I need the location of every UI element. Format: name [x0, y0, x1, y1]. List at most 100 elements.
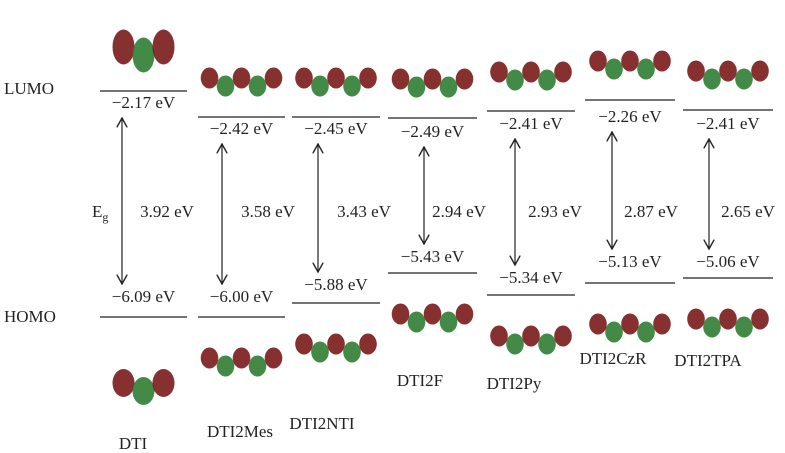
energy-diagram: LUMO HOMO Eg −2.17 eV −6.09 eV 3.92 eV DTI −… — [0, 0, 785, 453]
gap-energy: 2.93 eV — [528, 202, 583, 221]
orbital-lobe — [311, 342, 329, 363]
orbital-lobe — [133, 377, 155, 405]
orbital-lobe — [311, 76, 329, 97]
molecule-name: DTI2F — [397, 371, 443, 390]
gap-energy: 2.65 eV — [721, 202, 776, 221]
gap-energy: 3.43 eV — [337, 202, 392, 221]
orbital-lobe — [589, 51, 607, 72]
orbital-lobe — [265, 348, 283, 369]
orbital-lobe — [687, 61, 705, 82]
orbital-lobe — [735, 317, 753, 338]
orbital-lobe — [233, 348, 251, 369]
orbital-lobe — [653, 51, 671, 72]
lumo-energy: −2.45 eV — [304, 119, 368, 138]
molecule-name: DTI — [119, 434, 148, 453]
homo-energy: −6.09 eV — [112, 287, 176, 306]
homo-energy: −6.00 eV — [210, 287, 274, 306]
orbital-lobe — [751, 309, 769, 330]
orbital-lobe — [605, 59, 623, 80]
homo-energy: −5.06 eV — [696, 252, 760, 271]
orbital-lobe — [359, 334, 377, 355]
orbital-lobe — [408, 77, 426, 98]
gap-energy: 3.92 eV — [140, 202, 195, 221]
gap-energy: 2.94 eV — [432, 202, 487, 221]
orbital-lobe — [113, 369, 135, 397]
orbital-lobe — [490, 62, 508, 83]
orbital-lobe — [392, 69, 410, 90]
molecule-name: DTI2CzR — [579, 349, 647, 368]
homo-energy: −5.34 eV — [499, 268, 563, 287]
orbital-lobe — [703, 317, 721, 338]
orbital-lobe — [538, 334, 556, 355]
lumo-energy: −2.26 eV — [598, 107, 662, 126]
orbital-lobe — [424, 69, 442, 90]
gap-energy: 3.58 eV — [241, 202, 296, 221]
orbital-lobe — [440, 312, 458, 333]
orbital-lobe — [621, 51, 639, 72]
orbital-lobe — [201, 68, 219, 89]
orbital-lobe — [265, 68, 283, 89]
homo-label: HOMO — [4, 307, 56, 326]
orbital-lobe — [440, 77, 458, 98]
orbital-lobe — [506, 70, 524, 91]
molecule-name: DTI2Py — [487, 374, 542, 393]
orbital-lobe — [751, 61, 769, 82]
gap-energy: 2.87 eV — [624, 202, 679, 221]
orbital-lobe — [153, 369, 175, 397]
orbital-lobe — [456, 69, 474, 90]
gap-symbol-sub: g — [102, 210, 108, 224]
orbital-lobe — [490, 326, 508, 347]
orbital-lobe — [554, 326, 572, 347]
molecule-name: DTI2NTI — [289, 414, 354, 433]
orbital-lobe — [113, 30, 135, 65]
orbital-lobe — [249, 356, 267, 377]
orbital-lobe — [249, 76, 267, 97]
orbital-lobe — [217, 76, 235, 97]
orbital-lobe — [522, 62, 540, 83]
orbital-lobe — [456, 304, 474, 325]
orbital-lobe — [233, 68, 251, 89]
orbital-lobe — [343, 342, 361, 363]
gap-symbol-main: E — [92, 202, 102, 221]
orbital-lobe — [424, 304, 442, 325]
orbital-lobe — [653, 314, 671, 335]
orbital-lobe — [153, 30, 175, 65]
homo-energy: −5.43 eV — [401, 247, 465, 266]
orbital-lobe — [637, 59, 655, 80]
orbital-lobe — [538, 70, 556, 91]
homo-energy: −5.88 eV — [304, 275, 368, 294]
orbital-lobe — [589, 314, 607, 335]
orbital-lobe — [719, 309, 737, 330]
orbital-lobe — [327, 68, 345, 89]
molecule-name: DTI2TPA — [674, 351, 742, 370]
orbital-lobe — [295, 68, 313, 89]
orbital-lobe — [133, 38, 155, 73]
orbital-lobe — [687, 309, 705, 330]
orbital-lobe — [217, 356, 235, 377]
molecule-name: DTI2Mes — [207, 422, 273, 441]
orbital-lobe — [719, 61, 737, 82]
homo-energy: −5.13 eV — [598, 252, 662, 271]
orbital-lobe — [408, 312, 426, 333]
orbital-lobe — [359, 68, 377, 89]
lumo-energy: −2.41 eV — [696, 114, 760, 133]
orbital-lobe — [735, 69, 753, 90]
lumo-label: LUMO — [4, 79, 54, 98]
lumo-energy: −2.49 eV — [401, 122, 465, 141]
orbital-lobe — [554, 62, 572, 83]
orbital-lobe — [605, 322, 623, 343]
orbital-lobe — [522, 326, 540, 347]
orbital-lobe — [343, 76, 361, 97]
lumo-energy: −2.42 eV — [210, 119, 274, 138]
orbital-lobe — [392, 304, 410, 325]
orbital-lobe — [327, 334, 345, 355]
orbital-lobe — [637, 322, 655, 343]
orbital-lobe — [703, 69, 721, 90]
orbital-lobe — [295, 334, 313, 355]
orbital-lobe — [621, 314, 639, 335]
gap-symbol: Eg — [92, 202, 108, 224]
lumo-energy: −2.17 eV — [112, 93, 176, 112]
orbital-lobe — [201, 348, 219, 369]
lumo-energy: −2.41 eV — [499, 114, 563, 133]
orbital-lobe — [506, 334, 524, 355]
